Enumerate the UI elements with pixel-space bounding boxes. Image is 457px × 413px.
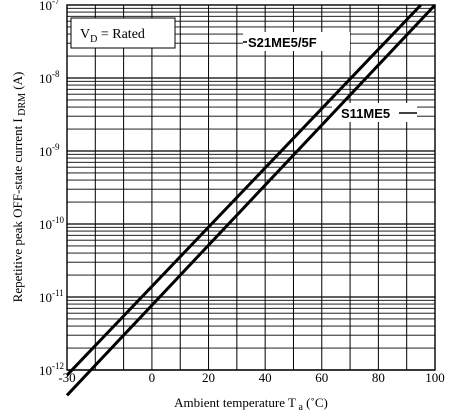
plot-frame bbox=[66, 4, 436, 371]
y-tick-label: 10-12 bbox=[39, 361, 64, 378]
annotation-box bbox=[70, 17, 176, 49]
y-tick-label: 10-9 bbox=[39, 142, 60, 159]
y-tick-label: 10-8 bbox=[39, 69, 60, 86]
series-line bbox=[65, 3, 437, 397]
x-axis-title: Ambient temperature T a (˚C) bbox=[174, 395, 328, 413]
x-tick-label: 40 bbox=[259, 370, 272, 385]
series-label-s11me5: S11ME5 bbox=[341, 106, 390, 121]
annotation-text: VD = Rated bbox=[80, 27, 145, 45]
x-tick-label: 0 bbox=[149, 370, 156, 385]
series-line bbox=[65, 3, 422, 377]
x-tick-label: 80 bbox=[372, 370, 385, 385]
series-label-s21me5: S21ME5/5F bbox=[248, 35, 317, 50]
y-tick-label: 10-11 bbox=[39, 288, 64, 305]
x-tick-label: 60 bbox=[315, 370, 328, 385]
y-tick-label: 10-10 bbox=[39, 215, 64, 232]
y-axis-title: Repetitive peak OFF-state current I DRM … bbox=[10, 72, 28, 303]
plot-border bbox=[66, 4, 436, 371]
x-tick-label: -30 bbox=[58, 370, 75, 385]
series-label-bg bbox=[243, 32, 350, 51]
x-tick-label: 20 bbox=[202, 370, 215, 385]
y-tick-label: 10-7 bbox=[39, 0, 60, 13]
series-label-bg bbox=[332, 103, 417, 122]
x-tick-label: 100 bbox=[425, 370, 445, 385]
labels: VD = Rated S21ME5/5F S11ME5 -30 0 20 40 60 80 100… bbox=[10, 0, 445, 413]
grid bbox=[66, 5, 436, 371]
series-lines bbox=[65, 3, 437, 397]
